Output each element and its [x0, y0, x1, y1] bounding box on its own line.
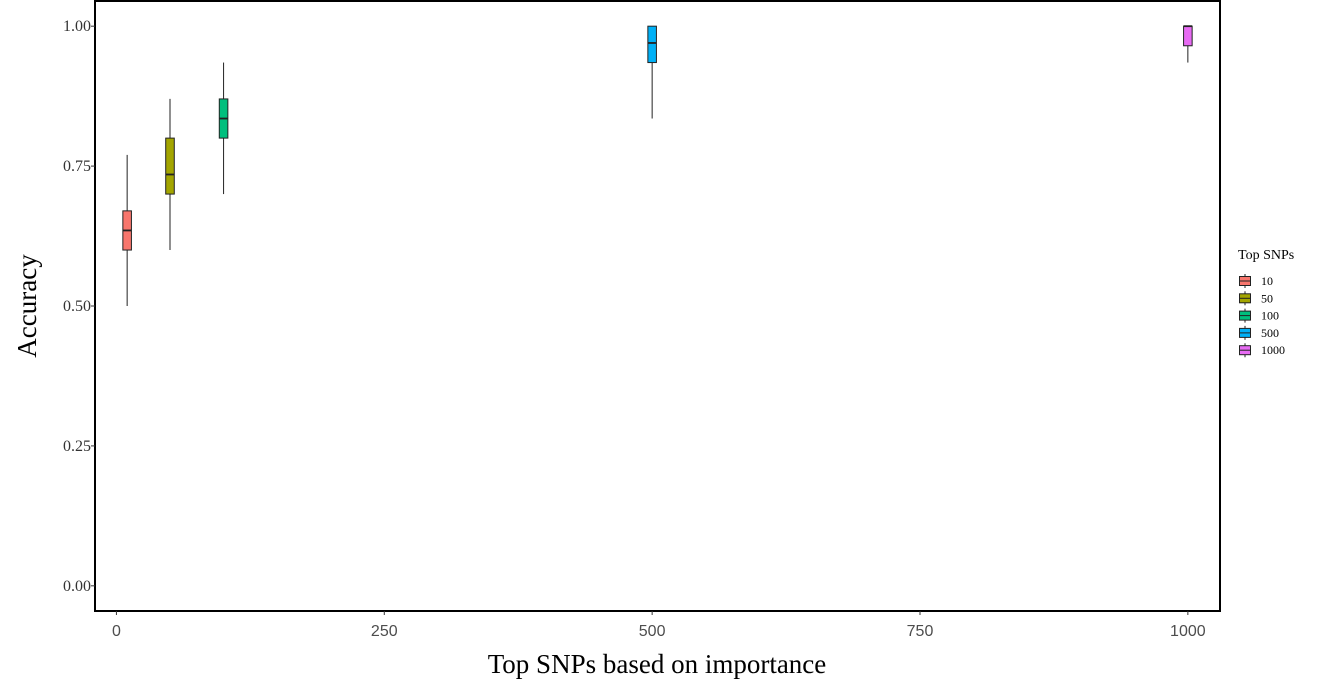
legend-label: 500: [1261, 326, 1279, 340]
y-tick-label: 0.25: [63, 438, 91, 455]
legend-key-50: [1239, 291, 1251, 306]
box-50: [165, 98, 175, 251]
box-1000: [1183, 25, 1193, 63]
x-tick-label: 0: [112, 623, 121, 640]
x-tick-label: 500: [639, 623, 666, 640]
x-axis: 0 250 500 750 1000: [112, 611, 1206, 640]
box-body: [1183, 25, 1193, 47]
box-100: [218, 62, 229, 195]
x-tick-label: 250: [371, 623, 398, 640]
legend-label: 10: [1261, 274, 1273, 288]
box-500: [647, 25, 657, 119]
y-tick-label: 1.00: [63, 18, 91, 35]
y-tick-label: 0.75: [63, 158, 91, 175]
legend-key-500: [1239, 325, 1251, 340]
box-body: [165, 137, 175, 195]
legend-key-100: [1239, 308, 1251, 323]
legend-key-10: [1239, 274, 1251, 288]
plot-area: [122, 25, 1193, 306]
legend-key-1000: [1239, 343, 1251, 358]
box-body: [647, 25, 657, 64]
y-axis-title: Accuracy: [12, 254, 42, 358]
x-axis-title: Top SNPs based on importance: [488, 649, 827, 679]
legend-label: 100: [1261, 309, 1279, 323]
y-tick-label: 0.50: [63, 298, 91, 315]
box-10: [122, 154, 132, 306]
x-tick-label: 1000: [1170, 623, 1206, 640]
legend: Top SNPs 10 50 100 500 1000: [1238, 248, 1294, 358]
legend-label: 1000: [1261, 343, 1285, 357]
legend-title: Top SNPs: [1238, 248, 1294, 263]
x-tick-label: 750: [907, 623, 934, 640]
y-tick-label: 0.00: [63, 578, 91, 595]
legend-label: 50: [1261, 291, 1273, 305]
y-axis: 0.00 0.25 0.50 0.75 1.00: [63, 18, 95, 595]
